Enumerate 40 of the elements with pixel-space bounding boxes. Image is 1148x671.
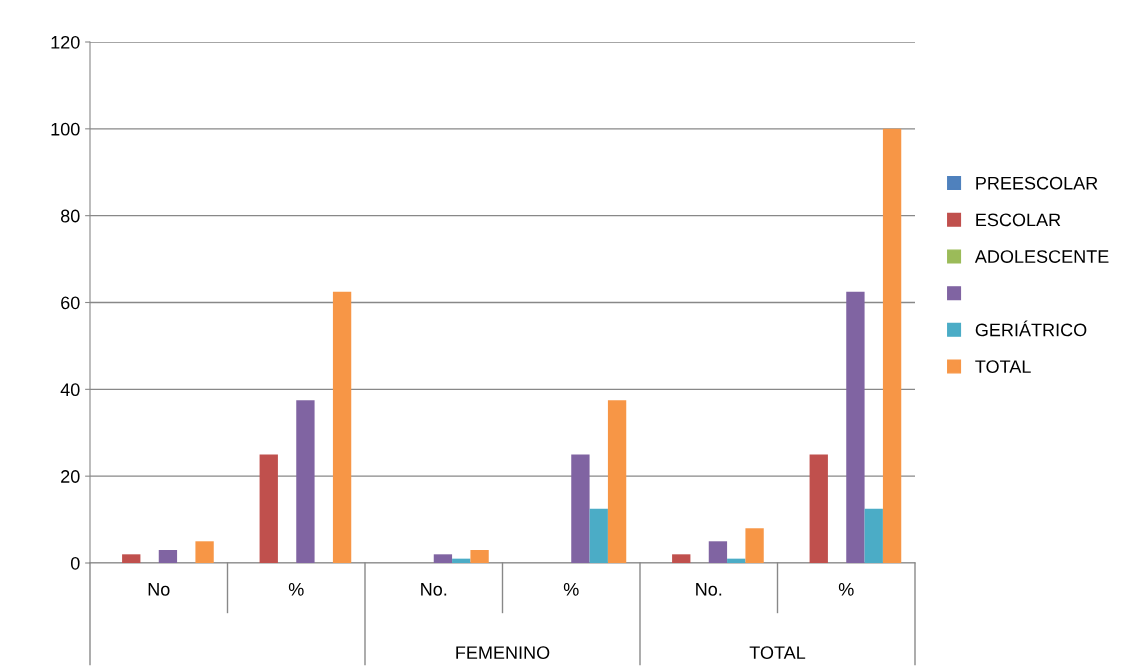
bar — [809, 454, 828, 563]
y-tick-label: 120 — [51, 35, 80, 49]
bar — [296, 400, 315, 563]
bar — [727, 558, 746, 563]
legend-label: ESCOLAR — [976, 213, 1061, 227]
x-tick-label: % — [563, 583, 579, 596]
legend-label: GERIÁTRICO — [975, 320, 1087, 337]
legend-label: PREESCOLAR — [976, 176, 1098, 190]
bar — [122, 554, 141, 563]
bar — [846, 291, 865, 563]
y-tick-label: 100 — [51, 122, 80, 136]
text: TOTAL — [749, 646, 806, 660]
x-tick-label: % — [288, 583, 304, 596]
y-tick-label: 0 — [70, 556, 80, 570]
bar — [708, 541, 728, 563]
bar — [745, 528, 764, 563]
bar — [571, 454, 590, 563]
bar — [864, 508, 883, 563]
bar — [332, 291, 352, 563]
bar — [672, 554, 691, 563]
bar — [195, 541, 214, 563]
x-tick-label: No — [148, 583, 170, 596]
legend-label: TOTAL — [975, 360, 1031, 374]
x-tick-label: No. — [421, 583, 447, 596]
y-tick-label: 80 — [60, 209, 80, 223]
legend-label: ADOLESCENTE — [974, 250, 1109, 263]
bar — [589, 508, 608, 563]
bar — [452, 558, 471, 563]
bar — [882, 128, 902, 563]
y-tick-label: 60 — [61, 296, 80, 310]
bar — [607, 400, 627, 563]
y-tick-label: 20 — [61, 470, 80, 483]
x-tick-label: No. — [696, 583, 722, 596]
bar — [259, 454, 278, 563]
text: FEMENINO — [456, 646, 550, 660]
bar — [158, 549, 178, 563]
bar — [433, 554, 453, 563]
y-tick-label: 40 — [60, 383, 80, 397]
bar — [470, 549, 489, 563]
x-tick-label: % — [838, 583, 854, 596]
